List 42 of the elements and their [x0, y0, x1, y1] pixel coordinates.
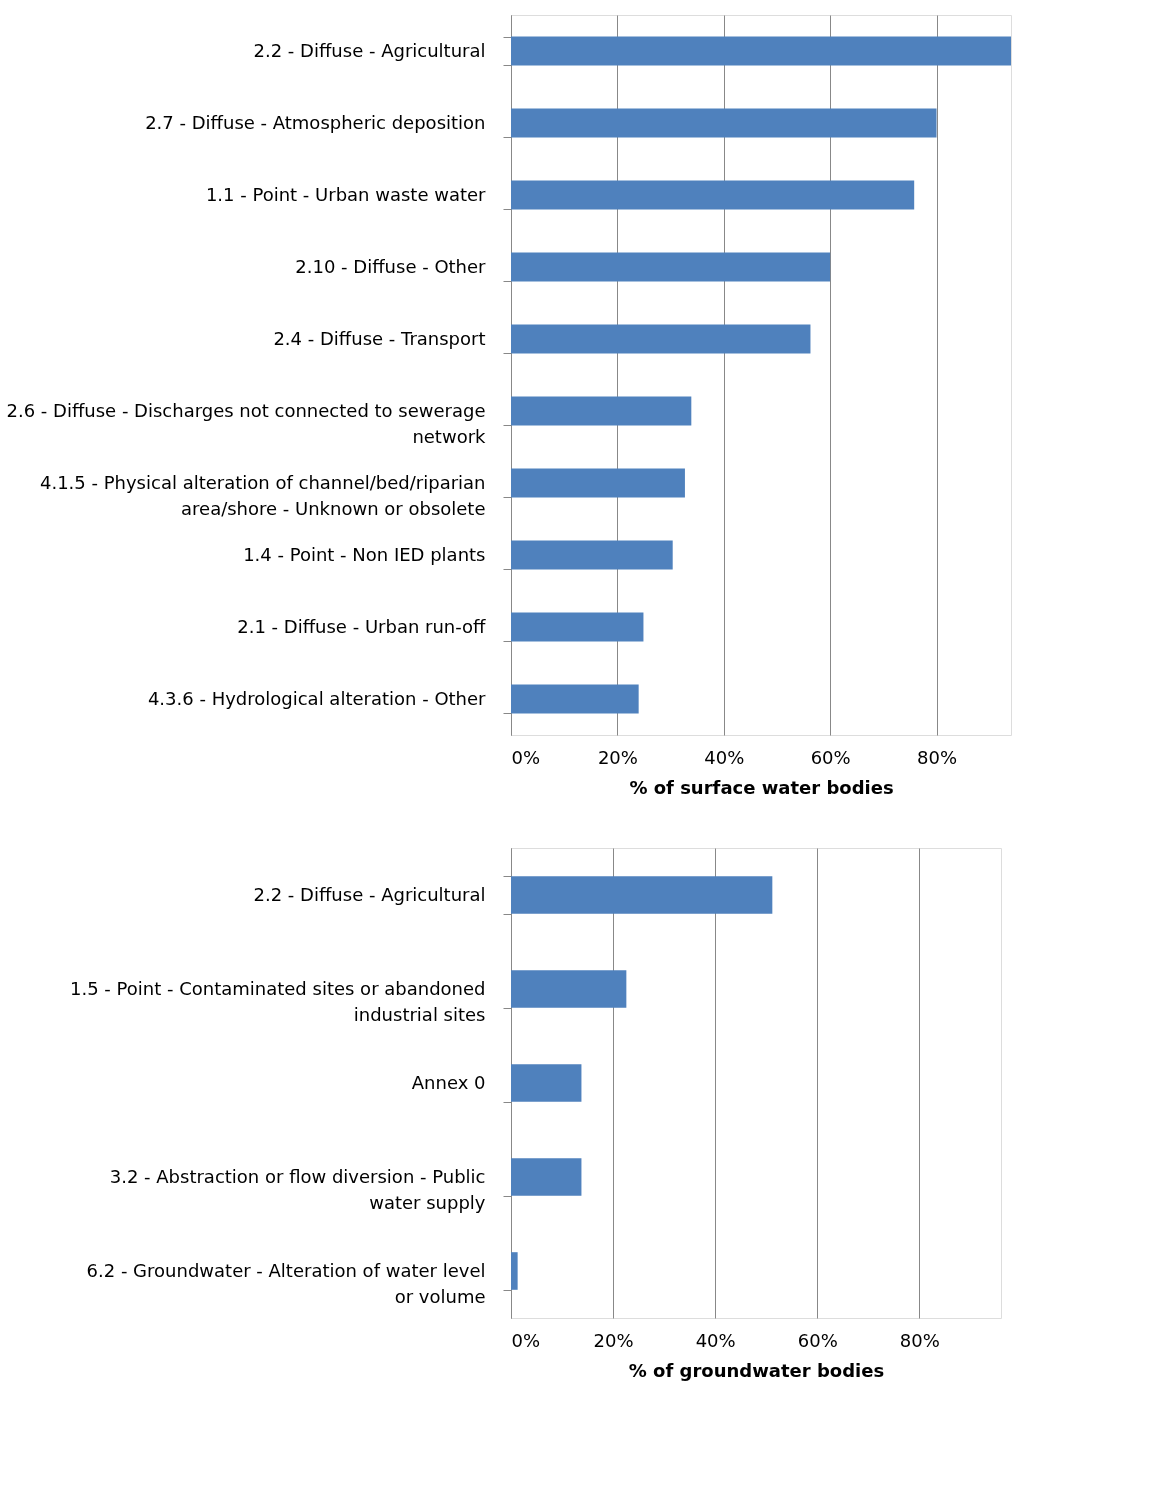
bar	[511, 108, 937, 138]
y-tick-label: 2.10 - Diffuse - Other	[295, 255, 487, 277]
y-tick-label: 2.2 - Diffuse - Agricultural	[253, 39, 486, 61]
bar	[511, 1158, 582, 1196]
x-axis-title: % of groundwater bodies	[628, 1359, 885, 1381]
bar	[511, 684, 639, 714]
bar	[511, 324, 811, 354]
y-tick-label: 2.4 - Diffuse - Transport	[273, 327, 486, 349]
y-tick-label: 2.2 - Diffuse - Agricultural	[253, 883, 486, 905]
bar	[511, 396, 692, 426]
x-tick-label: 20%	[593, 1329, 634, 1351]
bar	[511, 970, 627, 1008]
x-tick-label: 0%	[511, 1329, 541, 1351]
x-tick-label: 40%	[704, 746, 745, 768]
bar	[511, 876, 773, 914]
x-tick-label: 40%	[695, 1329, 736, 1351]
x-tick-label: 60%	[797, 1329, 838, 1351]
y-tick-label: 4.3.6 - Hydrological alteration - Other	[147, 687, 487, 709]
y-tick-label: 3.2 - Abstraction or flow diversion - Public water supply	[109, 1165, 486, 1213]
bar	[511, 1252, 518, 1290]
bar	[511, 36, 1011, 66]
y-tick-label: 2.6 - Diffuse - Discharges not connected to sewerage network	[6, 399, 487, 447]
x-axis-title: % of surface water bodies	[629, 776, 894, 798]
bar	[511, 180, 915, 210]
bar	[511, 540, 673, 570]
x-tick-label: 60%	[810, 746, 851, 768]
y-tick-label: Annex 0	[411, 1071, 486, 1093]
y-tick-label: 2.1 - Diffuse - Urban run-off	[237, 615, 487, 637]
bar	[511, 468, 685, 498]
x-tick-label: 80%	[917, 746, 958, 768]
y-tick-label: 1.4 - Point - Non IED plants	[243, 543, 486, 565]
x-tick-label: 20%	[597, 746, 638, 768]
bar	[511, 252, 831, 282]
bar	[511, 612, 644, 642]
x-tick-label: 0%	[511, 746, 541, 768]
y-tick-label: 1.1 - Point - Urban waste water	[205, 183, 487, 205]
bar	[511, 1064, 582, 1102]
y-tick-label: 2.7 - Diffuse - Atmospheric deposition	[145, 111, 486, 133]
y-tick-label: 6.2 - Groundwater - Alteration of water level or volume	[86, 1259, 486, 1307]
y-tick-label: 1.5 - Point - Contaminated sites or abandoned industrial sites	[69, 977, 486, 1025]
x-tick-label: 80%	[899, 1329, 940, 1351]
y-tick-label: 4.1.5 - Physical alteration of channel/bed/riparian area/shore - Unknown or obsolete	[39, 471, 486, 519]
